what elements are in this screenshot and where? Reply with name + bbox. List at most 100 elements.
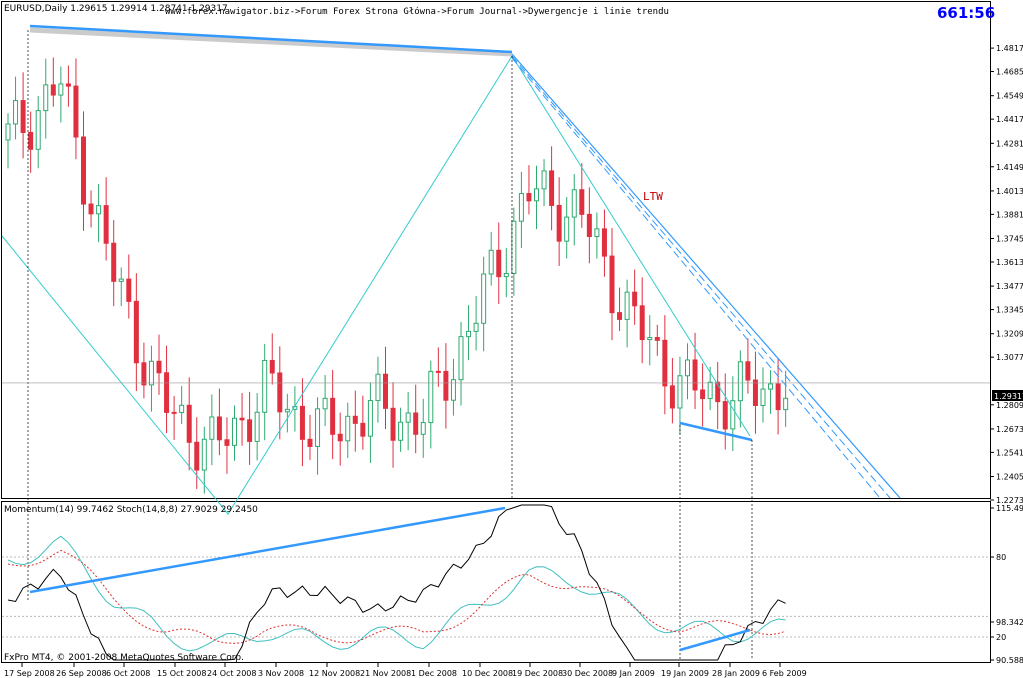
candle-body xyxy=(383,373,388,409)
price-tick-label: 1.30770 xyxy=(996,353,1023,362)
candle-body xyxy=(209,416,215,440)
indicator-tick-label: 20 xyxy=(996,633,1006,642)
candle-body xyxy=(156,360,162,374)
candle-body xyxy=(745,361,751,381)
candle-body xyxy=(466,330,472,338)
price-tick-label: 1.28090 xyxy=(996,401,1023,410)
low-trendline xyxy=(679,421,753,442)
price-tick-label: 1.38810 xyxy=(996,210,1023,219)
candle-body xyxy=(20,100,26,133)
candle-body xyxy=(579,189,585,215)
indicator-tick-label: 98.3425 xyxy=(996,618,1023,627)
copyright: FxPro MT4, © 2001-2008 MetaQuotes Softwa… xyxy=(4,653,244,663)
price-tick-label: 1.22730 xyxy=(996,496,1023,505)
candle-body xyxy=(488,249,494,275)
candle-body xyxy=(35,110,41,150)
indicator-layer xyxy=(2,504,990,661)
candle-body xyxy=(775,383,781,411)
price-tick-label: 1.24050 xyxy=(996,473,1023,482)
time-tick-label: 12 Nov 2008 xyxy=(309,669,360,678)
price-tick-label: 1.44170 xyxy=(996,115,1023,124)
current-price-label: 1.29317 xyxy=(994,392,1023,401)
candle-body xyxy=(413,412,419,435)
price-tick-label: 1.26730 xyxy=(996,425,1023,434)
price-tick-label: 1.42810 xyxy=(996,139,1023,148)
candle-body xyxy=(450,379,456,401)
candle-body xyxy=(254,411,260,442)
candle-body xyxy=(435,370,441,373)
indicator-trendline xyxy=(29,506,506,594)
candle-body xyxy=(13,100,19,125)
stoch-signal-line xyxy=(7,549,786,644)
zigzag-line xyxy=(1,55,751,515)
time-tick-label: 1 Dec 2008 xyxy=(411,669,457,678)
candle-body xyxy=(375,373,381,402)
price-tick-label: 1.48170 xyxy=(996,44,1023,53)
time-tick-label: 26 Sep 2008 xyxy=(56,669,107,678)
candle-body xyxy=(617,312,623,320)
candle-body xyxy=(307,438,313,447)
candle-body xyxy=(503,272,509,278)
time-tick-label: 3 Nov 2008 xyxy=(258,669,304,678)
candle-body xyxy=(624,291,630,320)
candle-body xyxy=(556,204,562,242)
ltw-label: LTW xyxy=(643,190,663,203)
candle-body xyxy=(194,441,200,471)
candle-body xyxy=(201,438,207,471)
candle-body xyxy=(164,372,170,413)
ltw-line xyxy=(511,53,901,499)
candle-body xyxy=(647,337,653,341)
candle-body xyxy=(692,359,698,391)
candle-body xyxy=(299,405,305,440)
candle-body xyxy=(443,370,449,401)
candle-body xyxy=(50,84,56,96)
candle-body xyxy=(284,408,290,413)
momentum-line xyxy=(7,504,786,661)
candle-body xyxy=(496,249,502,278)
candle-body xyxy=(564,216,570,242)
candle-body xyxy=(232,417,237,446)
candle-body xyxy=(669,385,675,409)
candle-body xyxy=(458,336,464,381)
symbol-info: EURUSD,Daily 1.29615 1.29914 1.28741 1.2… xyxy=(4,4,228,14)
candle-body xyxy=(541,170,547,190)
indicator-low-trendline xyxy=(679,628,751,652)
ltw-line-dashed xyxy=(511,55,891,499)
candle-body xyxy=(677,375,683,409)
candle-body xyxy=(239,417,245,421)
price-axis: 1.48170 1.46850 1.45490 1.44170 1.42810 1.414… xyxy=(2,44,1023,505)
candle-body xyxy=(481,273,487,324)
candle-body xyxy=(390,407,396,441)
candle-body xyxy=(111,242,117,282)
candle-body xyxy=(594,228,600,237)
candle-body xyxy=(715,381,721,403)
candle-body xyxy=(571,189,577,218)
clock: 661:56 xyxy=(937,4,995,22)
price-tick-label: 1.45490 xyxy=(996,92,1023,101)
candle-body xyxy=(262,359,268,413)
candle-body xyxy=(141,362,147,386)
candle-body xyxy=(760,388,766,406)
trendline-shadow xyxy=(29,27,513,57)
candle-body xyxy=(405,412,411,423)
time-tick-label: 24 Oct 2008 xyxy=(207,669,256,678)
price-tick-label: 1.32090 xyxy=(996,330,1023,339)
candle-body xyxy=(609,255,615,314)
candle-body xyxy=(65,83,71,87)
overlay-layer xyxy=(1,24,901,660)
current-price-box xyxy=(992,390,1023,401)
candle-body xyxy=(73,85,79,138)
candle-body xyxy=(269,359,275,374)
time-tick-label: 28 Jan 2009 xyxy=(712,669,760,678)
candle-body xyxy=(534,188,539,202)
candle-body xyxy=(707,381,713,400)
candle-body xyxy=(768,383,774,390)
price-tick-label: 1.37450 xyxy=(996,235,1023,244)
indicator-tick-label: 80 xyxy=(996,553,1006,562)
time-tick-label: 30 Dec 2008 xyxy=(562,669,613,678)
candle-body xyxy=(277,372,283,413)
candles-layer xyxy=(5,57,789,494)
candle-body xyxy=(420,422,426,435)
candle-body xyxy=(148,360,154,386)
